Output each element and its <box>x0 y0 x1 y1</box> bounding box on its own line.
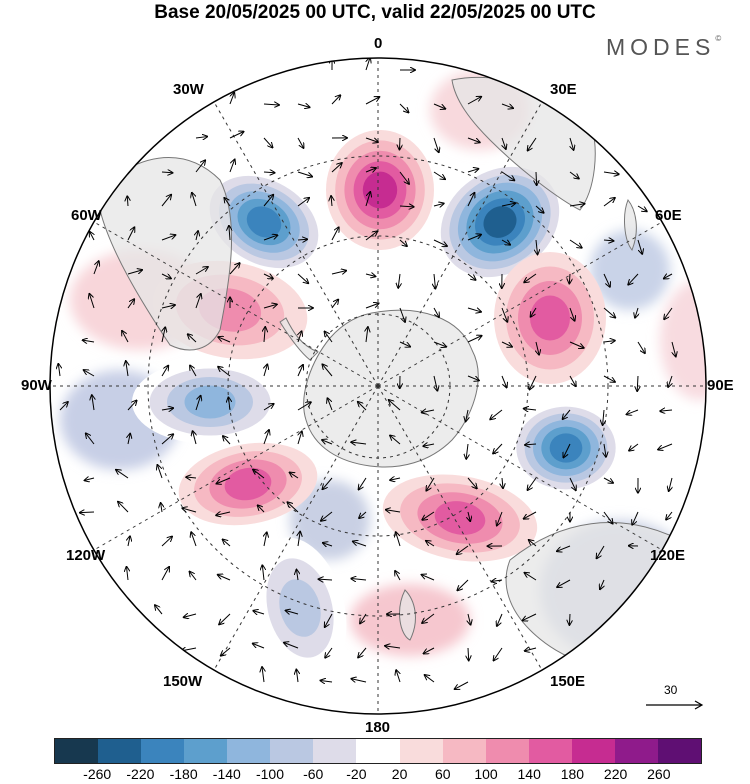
wind-vector <box>569 274 570 283</box>
wind-vector <box>536 172 537 185</box>
longitude-label-0: 0 <box>374 35 382 52</box>
colorbar-tick-label: 60 <box>435 766 451 782</box>
longitude-label-30w: 30W <box>173 81 204 98</box>
colorbar-swatch-6 <box>313 739 356 763</box>
colorbar-swatch-9 <box>443 739 486 763</box>
copyright-mark: © <box>715 34 721 43</box>
colorbar-tick-label: -220 <box>126 766 154 782</box>
longitude-label-90e: 90E <box>707 377 734 394</box>
colorbar <box>54 738 702 764</box>
colorbar-tick-label: -100 <box>256 766 284 782</box>
wind-vector <box>569 614 570 625</box>
modes-logo: MODES© <box>606 34 721 61</box>
vector-scale-arrow <box>646 700 704 710</box>
colorbar-tick-label: 220 <box>604 766 627 782</box>
wind-vector <box>298 239 307 240</box>
colorbar-swatch-3 <box>184 739 227 763</box>
colorbar-swatch-13 <box>615 739 658 763</box>
colorbar-tick-label: 180 <box>561 766 584 782</box>
longitude-label-60e: 60E <box>655 207 682 224</box>
colorbar-ticks: -260 -220 -180 -140 -100 -60 -20 20 60 100 140 180 2… <box>0 766 750 784</box>
colorbar-tick-label: -180 <box>170 766 198 782</box>
vector-scale-label: 30 <box>664 683 677 697</box>
longitude-label-120e: 120E <box>650 547 685 564</box>
colorbar-tick-label: 260 <box>647 766 670 782</box>
longitude-label-150e: 150E <box>550 673 585 690</box>
colorbar-swatch-8 <box>400 739 443 763</box>
colorbar-swatch-11 <box>529 739 572 763</box>
colorbar-swatch-5 <box>270 739 313 763</box>
anomaly-cell-positive-3 <box>494 252 606 384</box>
chart-title: Base 20/05/2025 00 UTC, valid 22/05/2025… <box>0 0 750 26</box>
longitude-label-30e: 30E <box>550 81 577 98</box>
colorbar-tick-label: 140 <box>518 766 541 782</box>
colorbar-swatch-14 <box>658 739 701 763</box>
longitude-label-180: 180 <box>365 719 390 736</box>
colorbar-swatch-4 <box>227 739 270 763</box>
longitude-label-60w: 60W <box>71 207 102 224</box>
anomaly-cell-positive-0 <box>326 130 434 250</box>
colorbar-tick-label: -60 <box>303 766 323 782</box>
colorbar-tick-label: 100 <box>474 766 497 782</box>
colorbar-swatch-12 <box>572 739 615 763</box>
colorbar-tick-label: -140 <box>213 766 241 782</box>
longitude-label-90w: 90W <box>21 377 52 394</box>
longitude-label-150w: 150W <box>163 673 202 690</box>
colorbar-swatch-10 <box>486 739 529 763</box>
colorbar-tick-label: 20 <box>392 766 408 782</box>
longitude-label-120w: 120W <box>66 547 105 564</box>
colorbar-swatch-2 <box>141 739 184 763</box>
wind-vector <box>468 648 469 660</box>
colorbar-swatch-1 <box>98 739 141 763</box>
wind-vector <box>127 196 128 206</box>
colorbar-tick-label: -260 <box>83 766 111 782</box>
wind-vector <box>80 512 94 513</box>
brand-text: MODES <box>606 34 715 60</box>
colorbar-tick-label: -20 <box>346 766 366 782</box>
colorbar-swatch-0 <box>55 739 98 763</box>
colorbar-swatch-7 <box>356 739 399 763</box>
wind-vector <box>399 138 400 149</box>
